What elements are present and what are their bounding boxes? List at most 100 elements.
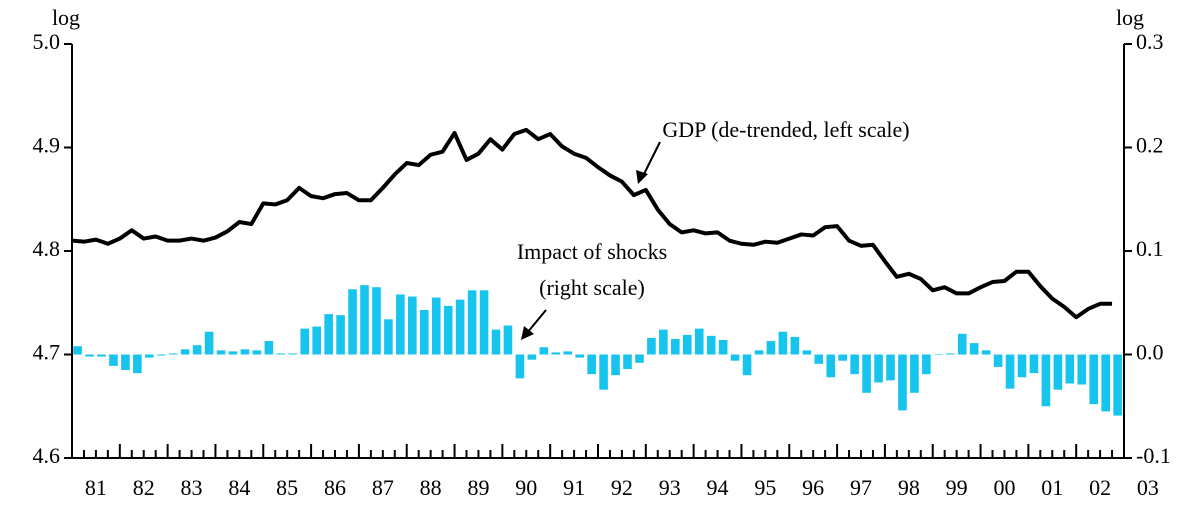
y-tick-label: 4.9 — [33, 133, 61, 158]
bar — [838, 354, 847, 361]
bar — [1101, 354, 1110, 412]
x-tick-label: 83 — [181, 475, 203, 500]
x-tick-label: 02 — [1089, 475, 1111, 500]
bar — [204, 331, 214, 355]
bar — [706, 335, 716, 355]
bar — [491, 329, 501, 355]
bar — [228, 351, 238, 355]
bar — [611, 354, 620, 376]
x-tick-label: 87 — [372, 475, 394, 500]
annotation-arrows — [521, 141, 661, 340]
y2-tick-label: 0.3 — [1136, 29, 1164, 54]
x-tick-label: 90 — [515, 475, 537, 500]
y2-tick-label: 0.1 — [1136, 236, 1164, 261]
bar — [886, 354, 895, 381]
bar — [1113, 354, 1122, 416]
bar — [121, 354, 130, 371]
bar — [455, 299, 465, 355]
y2-tick-label: -0.1 — [1136, 443, 1171, 468]
right-axis-unit: log — [1116, 5, 1144, 30]
bar — [599, 354, 608, 390]
annotation: (right scale) — [539, 275, 645, 300]
bar — [742, 354, 752, 376]
bar — [419, 309, 429, 355]
bar — [826, 354, 836, 378]
bar — [312, 326, 321, 355]
bar — [993, 354, 1003, 367]
bar — [1065, 354, 1075, 384]
bar — [348, 289, 357, 355]
arrow-head — [521, 326, 534, 340]
x-tick-label: 89 — [467, 475, 489, 500]
bar — [515, 354, 525, 379]
bar — [754, 350, 764, 355]
bar — [945, 353, 955, 355]
line — [71, 127, 1113, 320]
bar — [324, 314, 333, 355]
x-tick-label: 85 — [276, 475, 298, 500]
bar — [156, 354, 166, 356]
bar — [360, 285, 369, 355]
bar — [467, 290, 477, 355]
bar — [133, 354, 142, 374]
bar — [431, 297, 441, 355]
bar — [73, 346, 82, 355]
x-tick-label: 93 — [659, 475, 681, 500]
bar — [1017, 354, 1027, 378]
y-tick-label: 4.8 — [33, 236, 61, 261]
bar — [276, 353, 286, 355]
bar — [766, 341, 776, 355]
bar — [408, 296, 417, 355]
bar — [802, 350, 812, 355]
x-tick-label: 94 — [707, 475, 729, 500]
bar — [694, 328, 704, 355]
bar — [682, 334, 692, 355]
y-tick-label: 4.7 — [33, 340, 61, 365]
bar — [396, 294, 405, 355]
bar — [957, 333, 967, 355]
bar — [300, 328, 310, 355]
bar — [623, 354, 632, 369]
bar — [1041, 354, 1051, 407]
bar — [898, 354, 907, 411]
bar — [97, 354, 106, 357]
bar — [252, 350, 262, 355]
x-tick-label: 82 — [133, 475, 155, 500]
y-tick-label: 4.6 — [33, 443, 61, 468]
bar — [587, 354, 596, 375]
bar — [934, 354, 943, 355]
x-tick-label: 96 — [802, 475, 824, 500]
bar — [1005, 354, 1015, 389]
bar — [671, 338, 680, 355]
bar — [216, 350, 226, 355]
bar — [563, 351, 573, 355]
bar — [372, 287, 381, 355]
x-tick-label: 99 — [946, 475, 968, 500]
bar — [539, 347, 549, 355]
arrow-head — [636, 170, 648, 184]
x-tick-label: 88 — [420, 475, 442, 500]
x-tick-label: 00 — [993, 475, 1015, 500]
bar — [850, 354, 859, 375]
bar — [862, 354, 871, 393]
bar — [384, 319, 393, 355]
y-tick-label: 5.0 — [33, 29, 61, 54]
annotation: GDP (de-trended, left scale) — [662, 117, 909, 142]
bar — [503, 325, 513, 355]
bar — [635, 354, 644, 363]
bar — [790, 336, 800, 355]
bar — [647, 337, 656, 355]
y2-tick-label: 0.2 — [1136, 133, 1164, 158]
bar — [336, 315, 345, 355]
x-tick-label: 81 — [85, 475, 107, 500]
bar — [981, 350, 991, 355]
x-tick-label: 98 — [898, 475, 920, 500]
y2-tick-label: 0.0 — [1136, 340, 1164, 365]
x-tick-label: 92 — [611, 475, 633, 500]
bar — [180, 349, 190, 355]
bar — [1029, 354, 1039, 374]
bar — [575, 354, 584, 358]
x-tick-label: 84 — [228, 475, 250, 500]
